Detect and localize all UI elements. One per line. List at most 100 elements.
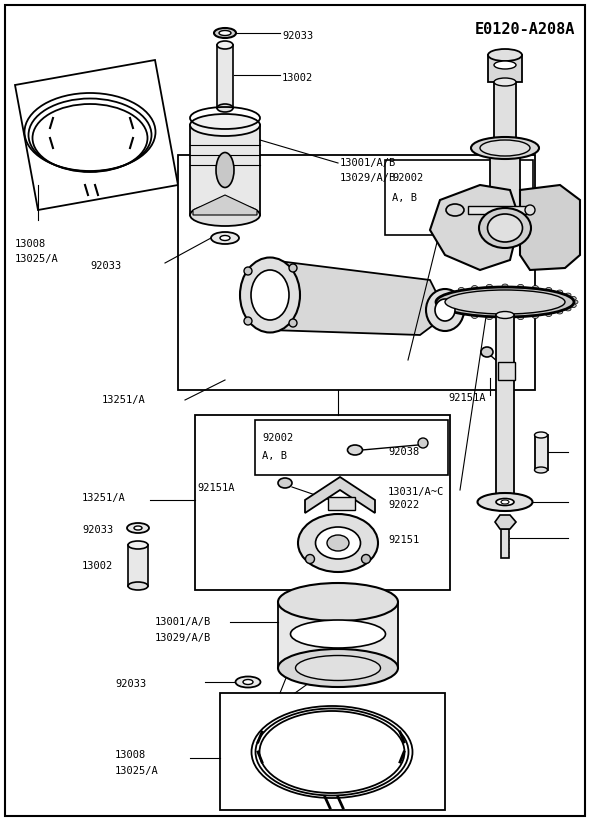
Ellipse shape <box>571 296 576 300</box>
Ellipse shape <box>243 680 253 685</box>
Ellipse shape <box>439 307 445 311</box>
Ellipse shape <box>211 232 239 244</box>
Text: 13001/A/B: 13001/A/B <box>155 617 211 627</box>
Text: 13001/A/B: 13001/A/B <box>340 158 396 168</box>
Ellipse shape <box>240 258 300 333</box>
Ellipse shape <box>446 204 464 216</box>
Text: 13031/A~C: 13031/A~C <box>388 487 444 497</box>
Ellipse shape <box>244 267 252 275</box>
Polygon shape <box>193 195 257 215</box>
Text: 13025/A: 13025/A <box>15 254 59 264</box>
Ellipse shape <box>502 316 508 320</box>
Bar <box>328 497 355 510</box>
Ellipse shape <box>445 290 565 314</box>
Ellipse shape <box>447 290 453 294</box>
Ellipse shape <box>494 61 516 69</box>
Ellipse shape <box>517 284 523 288</box>
Ellipse shape <box>220 236 230 241</box>
Bar <box>178 155 535 390</box>
Text: 13002: 13002 <box>82 561 113 571</box>
Text: A, B: A, B <box>392 193 417 203</box>
Text: 92033: 92033 <box>115 679 146 689</box>
Ellipse shape <box>494 78 516 86</box>
Text: A, B: A, B <box>262 451 287 461</box>
Ellipse shape <box>557 290 563 294</box>
Text: 92038: 92038 <box>388 447 419 457</box>
Bar <box>278 602 398 668</box>
Ellipse shape <box>535 467 548 473</box>
Polygon shape <box>495 515 516 529</box>
Polygon shape <box>520 185 580 270</box>
Text: 13029/A/B: 13029/A/B <box>155 633 211 643</box>
Ellipse shape <box>487 214 523 242</box>
Ellipse shape <box>439 293 445 297</box>
Ellipse shape <box>190 204 260 226</box>
Text: E0120-A208A: E0120-A208A <box>474 22 575 37</box>
Bar <box>496 315 514 500</box>
Ellipse shape <box>128 582 148 590</box>
Ellipse shape <box>296 655 381 681</box>
Bar <box>195 415 450 590</box>
Text: 13025/A: 13025/A <box>115 766 159 776</box>
Text: 92022: 92022 <box>388 500 419 510</box>
Text: 92033: 92033 <box>282 31 313 41</box>
Ellipse shape <box>525 205 535 215</box>
Ellipse shape <box>432 300 438 304</box>
Ellipse shape <box>477 493 533 511</box>
Ellipse shape <box>496 311 514 319</box>
Text: 92002: 92002 <box>392 173 423 183</box>
Ellipse shape <box>488 49 522 61</box>
Ellipse shape <box>219 30 231 35</box>
Ellipse shape <box>486 284 493 288</box>
Ellipse shape <box>418 438 428 448</box>
Ellipse shape <box>217 104 233 112</box>
Ellipse shape <box>306 554 314 563</box>
Text: 13029/A/B: 13029/A/B <box>340 173 396 183</box>
Bar <box>385 160 533 235</box>
Ellipse shape <box>458 287 464 291</box>
Ellipse shape <box>290 620 385 648</box>
Text: 13008: 13008 <box>15 239 46 249</box>
Ellipse shape <box>546 313 552 317</box>
Ellipse shape <box>128 541 148 549</box>
Text: 92151A: 92151A <box>197 483 234 493</box>
Ellipse shape <box>571 304 576 308</box>
Text: 92151A: 92151A <box>448 393 486 403</box>
Ellipse shape <box>214 28 236 38</box>
Ellipse shape <box>572 300 578 304</box>
Ellipse shape <box>289 319 297 327</box>
Text: 92033: 92033 <box>90 261 122 271</box>
Bar <box>494 82 516 148</box>
Polygon shape <box>305 477 375 513</box>
Text: 13002: 13002 <box>282 73 313 83</box>
Ellipse shape <box>327 535 349 551</box>
Ellipse shape <box>517 315 523 319</box>
Ellipse shape <box>565 307 571 311</box>
Ellipse shape <box>362 554 371 563</box>
Ellipse shape <box>502 284 508 288</box>
Ellipse shape <box>471 137 539 159</box>
Ellipse shape <box>190 114 260 136</box>
Ellipse shape <box>434 296 440 300</box>
Ellipse shape <box>134 526 142 530</box>
Bar <box>490 148 520 220</box>
Ellipse shape <box>278 478 292 488</box>
Ellipse shape <box>458 313 464 317</box>
Polygon shape <box>190 125 260 215</box>
Bar <box>220 693 445 810</box>
Ellipse shape <box>435 299 455 321</box>
Ellipse shape <box>535 432 548 438</box>
Ellipse shape <box>436 287 574 317</box>
Ellipse shape <box>278 583 398 621</box>
Ellipse shape <box>471 286 478 290</box>
Ellipse shape <box>481 347 493 357</box>
Bar <box>498 362 515 380</box>
Bar <box>468 206 528 214</box>
Text: 13008: 13008 <box>115 750 146 760</box>
Ellipse shape <box>316 527 360 559</box>
Bar <box>128 545 148 586</box>
Polygon shape <box>270 260 440 335</box>
Ellipse shape <box>471 314 478 319</box>
Ellipse shape <box>216 153 234 187</box>
Polygon shape <box>430 185 520 270</box>
